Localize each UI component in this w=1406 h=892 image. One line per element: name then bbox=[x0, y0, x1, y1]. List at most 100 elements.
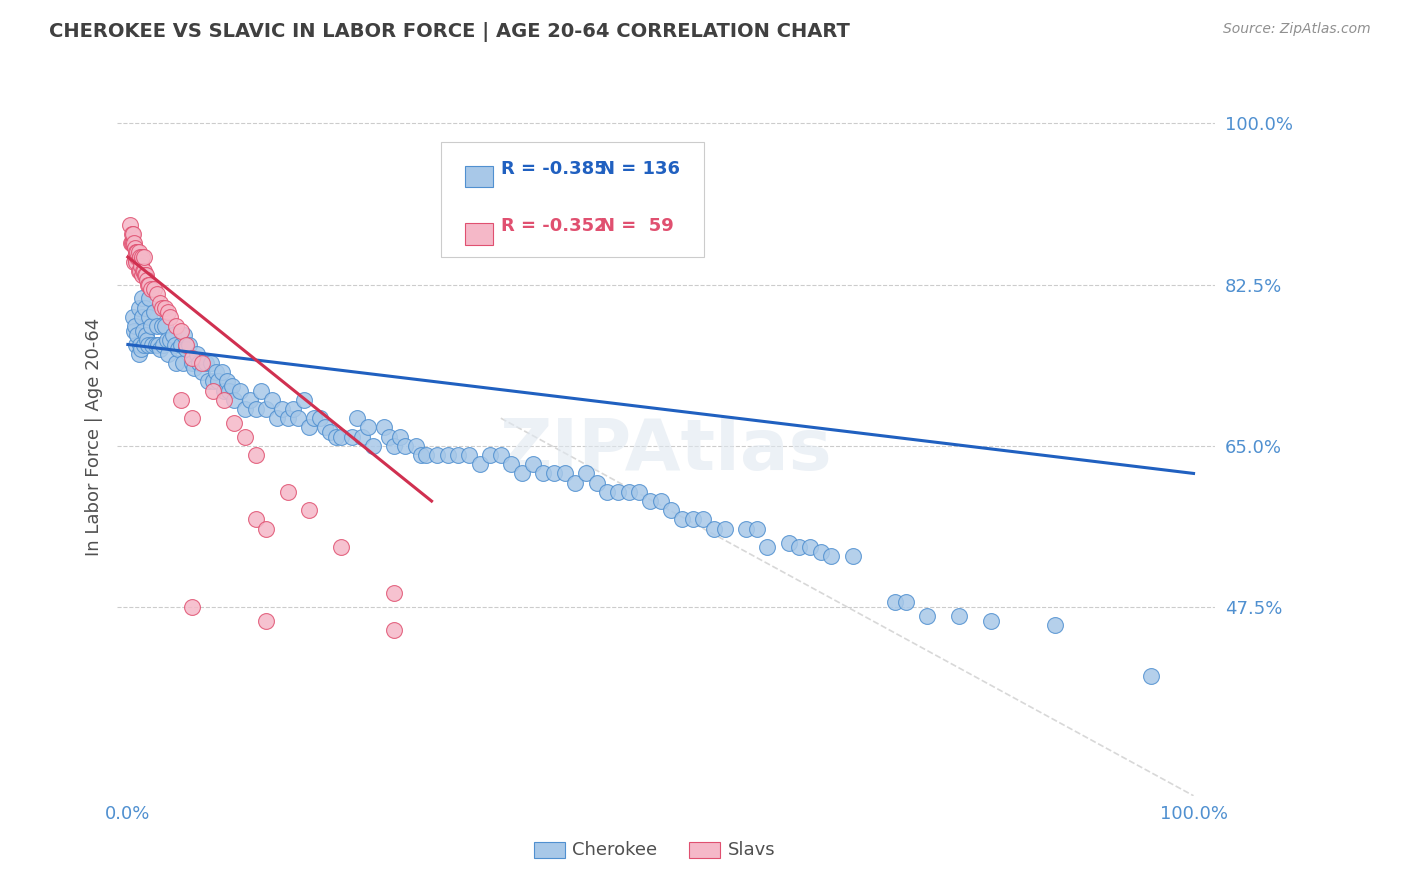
Point bbox=[145, 319, 167, 334]
Point bbox=[314, 420, 336, 434]
Point bbox=[373, 420, 395, 434]
Point bbox=[346, 411, 368, 425]
Point bbox=[415, 448, 437, 462]
Point bbox=[304, 411, 326, 425]
Point bbox=[135, 268, 157, 283]
Point bbox=[129, 342, 152, 356]
Point bbox=[266, 411, 288, 425]
Point bbox=[138, 277, 160, 292]
Point bbox=[121, 227, 143, 241]
Point bbox=[132, 324, 155, 338]
Point bbox=[1043, 618, 1066, 632]
Point bbox=[778, 535, 800, 549]
Point bbox=[159, 333, 181, 347]
Point bbox=[352, 429, 374, 443]
Point bbox=[564, 475, 586, 490]
Point bbox=[212, 392, 235, 407]
Point bbox=[510, 467, 533, 481]
Point bbox=[703, 522, 725, 536]
Point bbox=[378, 429, 401, 443]
Point bbox=[325, 429, 347, 443]
Point bbox=[211, 365, 233, 379]
Point bbox=[132, 337, 155, 351]
FancyBboxPatch shape bbox=[465, 166, 492, 187]
Point bbox=[254, 522, 277, 536]
Point bbox=[245, 401, 267, 416]
Point bbox=[980, 614, 1002, 628]
Point bbox=[659, 503, 682, 517]
Point bbox=[132, 264, 155, 278]
Point bbox=[479, 448, 502, 462]
Point bbox=[245, 512, 267, 526]
Point bbox=[141, 337, 163, 351]
Point bbox=[426, 448, 449, 462]
Point bbox=[799, 540, 821, 554]
Point bbox=[173, 328, 195, 343]
Point bbox=[135, 328, 157, 343]
Point bbox=[152, 337, 174, 351]
Point bbox=[787, 540, 810, 554]
Text: ZIPAtlas: ZIPAtlas bbox=[499, 417, 832, 485]
Point bbox=[202, 384, 225, 398]
Point bbox=[157, 347, 180, 361]
Text: Slavs: Slavs bbox=[728, 841, 776, 859]
Text: Source: ZipAtlas.com: Source: ZipAtlas.com bbox=[1223, 22, 1371, 37]
Point bbox=[820, 549, 842, 564]
Point bbox=[122, 310, 145, 324]
Point bbox=[163, 337, 186, 351]
Point bbox=[250, 384, 273, 398]
Point bbox=[756, 540, 779, 554]
Point bbox=[713, 522, 735, 536]
Point bbox=[245, 448, 267, 462]
Point bbox=[628, 484, 651, 499]
Point bbox=[172, 356, 194, 370]
Point bbox=[170, 324, 193, 338]
Point bbox=[186, 347, 208, 361]
Point bbox=[894, 595, 917, 609]
Point bbox=[287, 411, 309, 425]
Point bbox=[229, 384, 252, 398]
Point bbox=[145, 286, 167, 301]
Point bbox=[180, 351, 202, 366]
Point bbox=[735, 522, 758, 536]
Point bbox=[607, 484, 630, 499]
Point bbox=[128, 347, 150, 361]
Point bbox=[260, 392, 283, 407]
Point bbox=[124, 250, 146, 264]
Point bbox=[436, 448, 458, 462]
Point bbox=[224, 416, 246, 430]
Point bbox=[194, 356, 217, 370]
Point bbox=[124, 319, 146, 334]
Point bbox=[127, 328, 149, 343]
Point bbox=[180, 356, 202, 370]
Point bbox=[138, 292, 160, 306]
Point bbox=[745, 522, 768, 536]
Point bbox=[153, 319, 176, 334]
Point bbox=[617, 484, 640, 499]
Point bbox=[129, 259, 152, 273]
Point bbox=[118, 218, 141, 232]
Point bbox=[239, 392, 262, 407]
Point bbox=[638, 494, 661, 508]
Point bbox=[134, 301, 156, 315]
Point bbox=[215, 375, 238, 389]
Point bbox=[382, 586, 405, 600]
Point bbox=[554, 467, 576, 481]
Point bbox=[191, 356, 214, 370]
Point bbox=[136, 337, 159, 351]
Point bbox=[149, 296, 172, 310]
Point bbox=[125, 245, 148, 260]
FancyBboxPatch shape bbox=[465, 223, 492, 244]
Point bbox=[153, 301, 176, 315]
Point bbox=[128, 264, 150, 278]
Point bbox=[277, 411, 299, 425]
Point bbox=[671, 512, 693, 526]
Point bbox=[159, 310, 181, 324]
Point bbox=[127, 250, 149, 264]
Point bbox=[277, 484, 299, 499]
Point bbox=[127, 245, 149, 260]
Point bbox=[292, 392, 315, 407]
Point bbox=[138, 310, 160, 324]
Point bbox=[167, 342, 190, 356]
Point bbox=[382, 439, 405, 453]
